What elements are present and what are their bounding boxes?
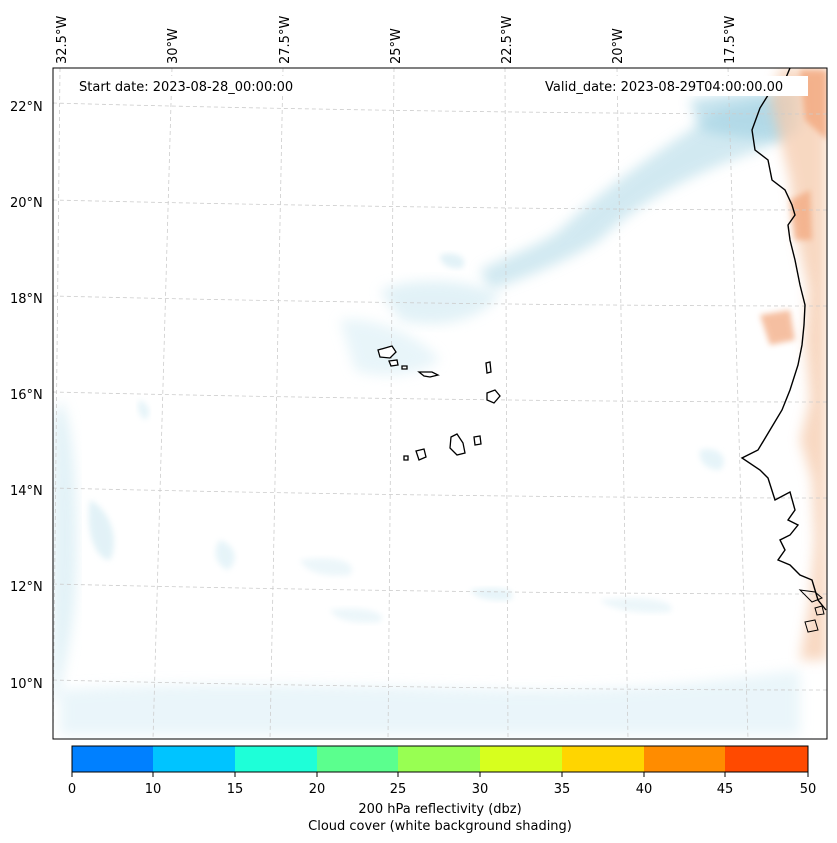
colorbar-tick-35: 35 [554,782,571,797]
maio-island [473,435,482,446]
coast-inlet [798,589,823,603]
lat-label-14n: 14°N [10,484,43,499]
colorbar-segment-0 [72,746,154,772]
cape-verde-islands [377,345,501,461]
colorbar-segment-3 [317,746,399,772]
lat-label-16n: 16°N [10,388,43,403]
lon-label-27-5w: 27.5°W [278,16,293,64]
lon-label-30w: 30°W [166,28,181,64]
colorbar-tick-10: 10 [145,782,162,797]
boa-vista-island [486,389,501,404]
colorbar-tick-50: 50 [800,782,817,797]
start-date-box [74,76,310,96]
colorbar-segment-7 [644,746,726,772]
african-coastline [740,68,827,611]
colorbar-segment-4 [398,746,481,772]
colorbar-tick-20: 20 [309,782,326,797]
bijagos-islands [804,619,819,633]
colorbar-segment-6 [562,746,645,772]
start-date-label: Start date: 2023-08-28_00:00:00 [79,80,293,95]
ocean-background [53,68,827,739]
colorbar-segment-1 [153,746,236,772]
santa-luzia-island [401,365,408,370]
lat-label-20n: 20°N [10,196,43,211]
colorbar-tick-30: 30 [472,782,489,797]
colorbar: 0 10 15 20 25 30 35 40 45 50 200 hPa ref… [68,745,817,834]
graticule [53,68,827,739]
colorbar-tick-40: 40 [636,782,653,797]
santiago-island [449,433,466,456]
sal-island [485,361,492,374]
valid-date-label: Valid_date: 2023-08-29T04:00:00.00 [545,80,783,95]
lon-label-20w: 20°W [611,28,626,64]
fogo-island [415,448,427,461]
valid-date-box [540,76,808,96]
cloud-shading [53,90,800,735]
lon-label-17-5w: 17.5°W [723,16,738,64]
lat-label-18n: 18°N [10,292,43,307]
bijagos-islands-2 [814,605,825,616]
lon-label-25w: 25°W [389,28,404,64]
colorbar-label-reflectivity: 200 hPa reflectivity (dbz) [358,802,521,817]
colorbar-segment-2 [235,746,318,772]
lat-label-12n: 12°N [10,580,43,595]
map-frame [52,67,828,740]
colorbar-frame [71,745,809,773]
latitude-labels: 22°N 20°N 18°N 16°N 14°N 12°N 10°N [10,100,43,692]
colorbar-segment-5 [480,746,563,772]
santo-antao-island [377,345,397,359]
sao-vicente-island [388,359,399,367]
brava-island [403,455,409,461]
lon-label-32-5w: 32.5°W [55,16,70,64]
lat-label-10n: 10°N [10,677,43,692]
colorbar-tick-45: 45 [717,782,734,797]
lat-label-22n: 22°N [10,100,43,115]
colorbar-label-cloud-cover: Cloud cover (white background shading) [308,819,572,834]
colorbar-tick-0: 0 [68,782,76,797]
lon-label-22-5w: 22.5°W [500,16,515,64]
map-panel: Start date: 2023-08-28_00:00:00 Valid_da… [53,68,827,739]
colorbar-tick-25: 25 [390,782,407,797]
colorbar-tick-15: 15 [227,782,244,797]
colorbar-segment-8 [725,746,808,772]
longitude-labels: 32.5°W 30°W 27.5°W 25°W 22.5°W 20°W 17.5… [55,16,738,64]
sao-nicolau-island [417,371,440,378]
